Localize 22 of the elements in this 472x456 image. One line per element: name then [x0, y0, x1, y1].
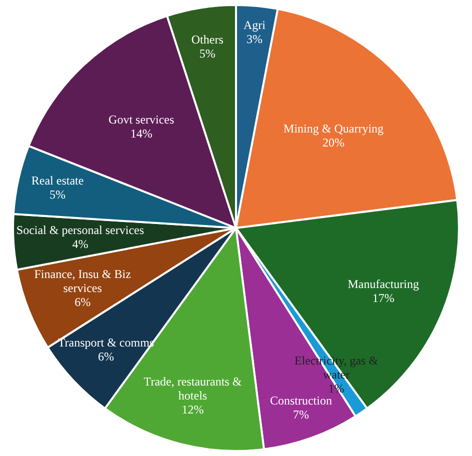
data-label: 17% — [372, 290, 394, 305]
data-label: 14% — [130, 126, 152, 140]
data-label: 3% — [246, 32, 262, 46]
data-label: 4% — [72, 236, 88, 251]
slice-label: Finance, Insu & Biz services — [34, 266, 131, 295]
slice-label: Real estate — [31, 173, 84, 188]
slice-label: Agri — [243, 18, 266, 32]
slice-label: Manufacturing — [348, 276, 420, 291]
data-label: 6% — [74, 294, 91, 309]
slice-label: Construction — [270, 394, 332, 408]
slice-label: Electricity, gas & water — [294, 354, 379, 382]
slice-label: Social & personal services — [16, 222, 144, 237]
data-label: 12% — [182, 402, 204, 417]
slice-label: Mining & Quarrying — [284, 122, 384, 136]
data-label: 5% — [50, 187, 66, 202]
data-label: 7% — [292, 408, 309, 422]
slice-label: Others — [191, 32, 224, 47]
slice-label: Trade, restaurants & hotels — [144, 374, 242, 403]
slice-label: Govt services — [108, 112, 175, 126]
data-label: 6% — [98, 349, 114, 364]
data-label: 20% — [322, 136, 345, 150]
data-label: 5% — [199, 46, 216, 61]
